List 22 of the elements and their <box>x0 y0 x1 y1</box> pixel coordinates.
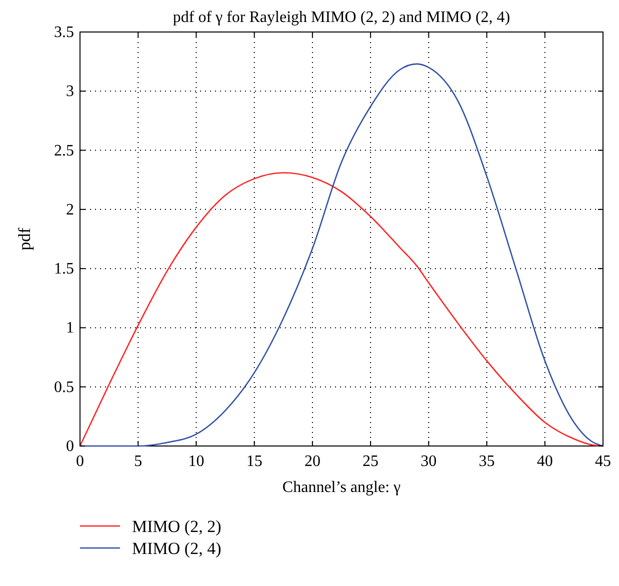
legend-label: MIMO (2, 4) <box>132 539 222 558</box>
y-tick-label: 0 <box>66 438 74 455</box>
y-tick-label: 0.5 <box>54 378 74 396</box>
y-tick-label: 3 <box>66 83 74 100</box>
x-tick-label: 30 <box>420 453 437 470</box>
y-axis-title: pdf <box>15 227 34 250</box>
x-tick-label: 25 <box>362 453 379 470</box>
x-tick-label: 20 <box>304 453 320 470</box>
y-tick-label: 1 <box>66 320 74 337</box>
y-tick-label: 2 <box>66 201 74 218</box>
x-tick-label: 40 <box>536 453 553 470</box>
x-tick-label: 35 <box>478 453 495 470</box>
y-tick-label: 2.5 <box>54 142 74 160</box>
x-tick-label: 45 <box>595 453 611 470</box>
x-tick-label: 10 <box>188 453 204 470</box>
y-tick-label: 3.5 <box>54 24 74 41</box>
x-axis-title: Channel’s angle: γ <box>282 479 401 496</box>
legend-label: MIMO (2, 2) <box>132 517 222 536</box>
y-tick-label: 1.5 <box>54 260 74 278</box>
x-tick-label: 15 <box>246 453 262 470</box>
x-tick-label: 5 <box>134 453 142 470</box>
chart-title: pdf of γ for Rayleigh MIMO (2, 2) and MIMO (2, 4) <box>172 9 510 26</box>
